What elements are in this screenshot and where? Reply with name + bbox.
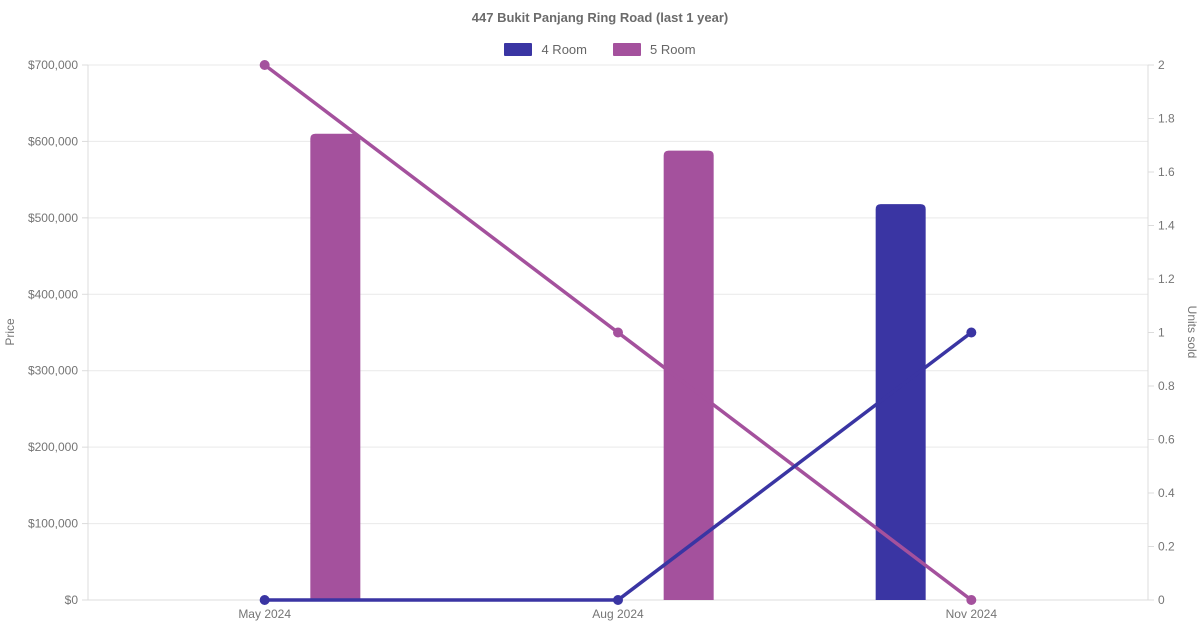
bar-4-room-2[interactable]	[875, 204, 926, 600]
left-axis-title: Price	[3, 318, 17, 346]
right-axis-tick-label: 1.8	[1158, 112, 1175, 126]
point-5-room-2[interactable]	[966, 595, 977, 605]
left-axis-tick-label: $400,000	[28, 287, 78, 301]
left-axis-tick-label: $200,000	[28, 440, 78, 454]
legend-label-4-room: 4 Room	[541, 42, 587, 57]
bar-5-room-1[interactable]	[663, 150, 714, 600]
point-5-room-0[interactable]	[259, 60, 270, 70]
left-axis-tick-label: $300,000	[28, 364, 78, 378]
right-axis-tick-label: 1.6	[1158, 165, 1175, 179]
left-axis-tick-label: $700,000	[28, 58, 78, 72]
right-axis-tick-label: 0.2	[1158, 540, 1175, 554]
legend-label-5-room: 5 Room	[650, 42, 696, 57]
legend: 4 Room 5 Room	[0, 42, 1200, 57]
chart-title: 447 Bukit Panjang Ring Road (last 1 year…	[471, 10, 729, 25]
legend-swatch-4-room	[504, 43, 533, 56]
point-4-room-1[interactable]	[613, 595, 623, 605]
left-axis-tick-label: $500,000	[28, 211, 78, 225]
x-axis-label: May 2024	[238, 607, 291, 621]
legend-swatch-5-room	[613, 43, 641, 56]
line-4-room	[262, 330, 974, 602]
right-axis-tick-label: 2	[1158, 58, 1165, 72]
legend-item-5-room[interactable]: 5 Room	[613, 42, 696, 57]
point-4-room-2[interactable]	[966, 327, 977, 338]
right-axis-tick-label: 1.2	[1158, 272, 1175, 286]
left-axis-tick-label: $100,000	[28, 517, 78, 531]
legend-item-4-room[interactable]: 4 Room	[504, 42, 587, 57]
bar-5-room-0[interactable]	[310, 133, 361, 601]
right-axis-tick-label: 1.4	[1158, 219, 1175, 233]
left-axis-tick-label: $0	[65, 593, 79, 607]
right-axis-tick-label: 0.4	[1158, 486, 1175, 500]
right-axis-tick-label: 0	[1158, 593, 1165, 607]
point-5-room-1[interactable]	[613, 327, 623, 338]
left-axis-tick-label: $600,000	[28, 134, 78, 148]
right-axis-title: Units sold	[1185, 306, 1199, 359]
right-axis-tick-label: 1	[1158, 326, 1165, 340]
right-axis-tick-label: 0.8	[1158, 379, 1175, 393]
point-4-room-0[interactable]	[259, 595, 270, 605]
x-axis-label: Aug 2024	[592, 607, 644, 621]
right-axis-tick-label: 0.6	[1158, 433, 1175, 447]
x-axis-label: Nov 2024	[946, 607, 998, 621]
